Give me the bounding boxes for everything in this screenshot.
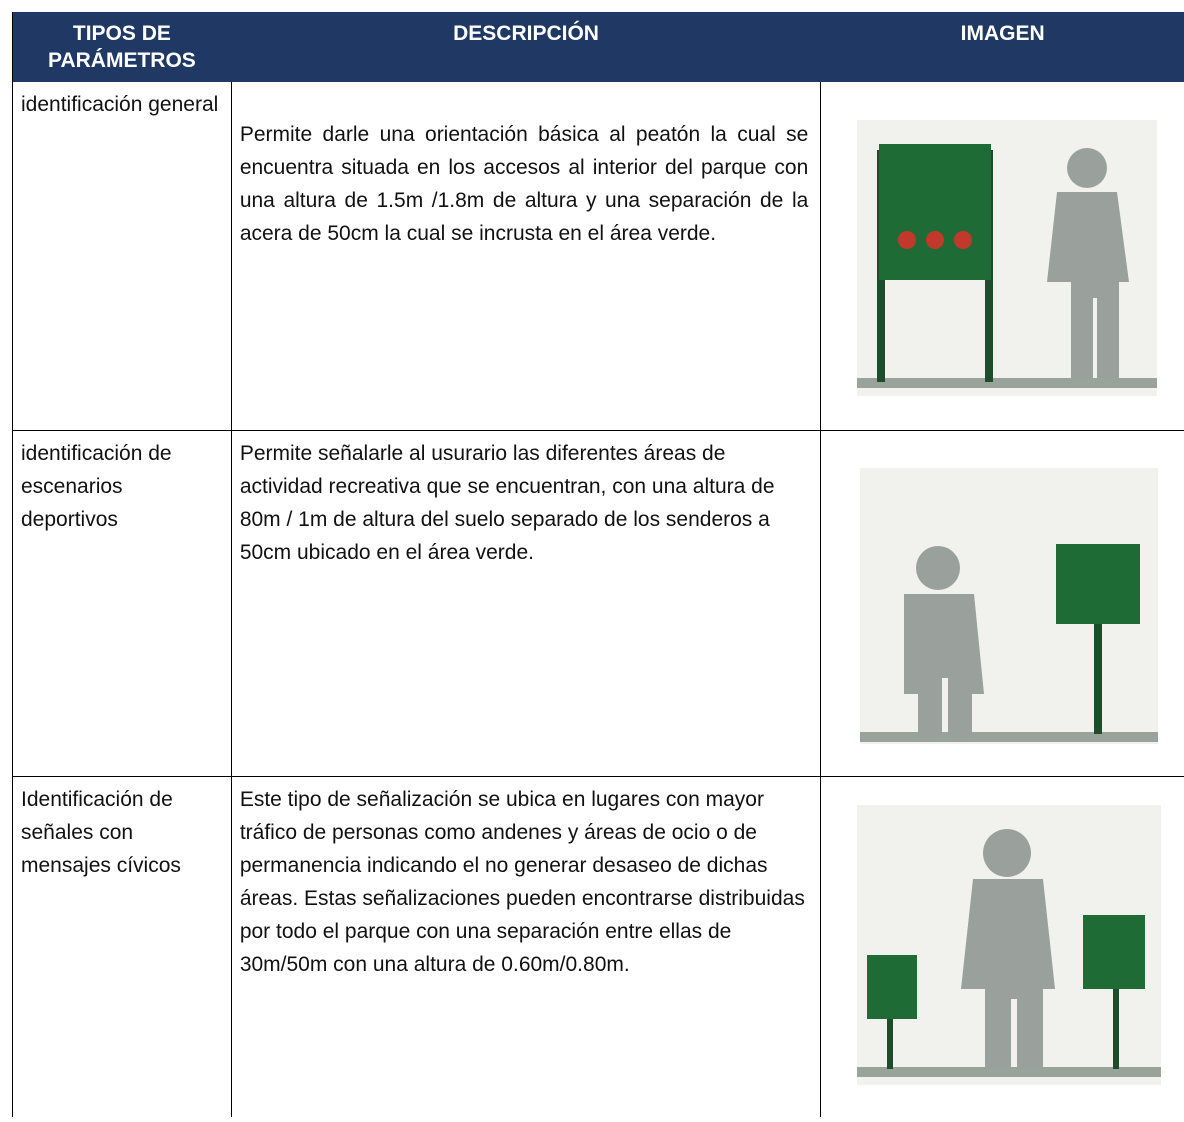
table: TIPOS DE PARÁMETROS DESCRIPCIÓN IMAGEN i… xyxy=(12,12,1184,1117)
header-cell: TIPOS DE PARÁMETROS xyxy=(13,12,232,82)
image-cell xyxy=(821,82,1184,430)
image-cell xyxy=(821,431,1184,776)
header-row: TIPOS DE PARÁMETROS DESCRIPCIÓN IMAGEN xyxy=(12,12,1184,82)
description-cell: Permite darle una orientación básica al … xyxy=(232,82,822,430)
type-cell: identificación de escenarios deportivos xyxy=(13,431,232,776)
sign-illustration xyxy=(857,120,1158,396)
header-cell: IMAGEN xyxy=(960,22,1045,45)
description-cell: Permite señalarle al usurario las difere… xyxy=(232,431,822,776)
description-cell: Este tipo de señalización se ubica en lu… xyxy=(232,777,822,1117)
header-cell: DESCRIPCIÓN xyxy=(232,12,822,82)
sign-illustration xyxy=(857,805,1162,1085)
type-cell: Identificación de señales con mensajes c… xyxy=(13,777,232,1117)
sign-illustration xyxy=(860,468,1159,744)
type-cell: identificación general xyxy=(13,82,232,430)
table-row: Identificación de señales con mensajes c… xyxy=(12,777,1184,1117)
image-cell xyxy=(821,777,1184,1117)
table-row: identificación de escenarios deportivos … xyxy=(12,431,1184,777)
table-row: identificación general Permite darle una… xyxy=(12,82,1184,431)
